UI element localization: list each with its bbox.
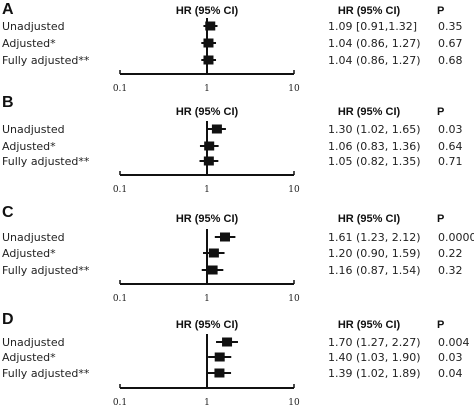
panel-d-x-tick-label: 0.1 [113,398,127,408]
panel-b-p-value: 0.64 [438,140,463,153]
panel-a-row-label: Fully adjusted** [2,54,90,67]
panel-d-row-label: Fully adjusted** [2,367,90,380]
panel-d-plot-header: HR (95% CI) [176,319,239,331]
panel-b-row-label: Adjusted* [2,140,56,153]
panel-a-p-header: P [437,5,444,17]
panel-c-hr-marker [208,248,219,258]
panel-a-plot-header: HR (95% CI) [176,5,239,17]
panel-a-x-tick-label: 0.1 [113,84,127,94]
panel-b-p-value: 0.03 [438,123,463,136]
panel-c-p-value: 0.00006 [438,231,474,244]
panel-d-hr-marker [214,352,225,362]
panel-c-row-label: Adjusted* [2,247,56,260]
panel-d-letter: D [2,311,14,328]
panel-a-ci-value: 1.09 [0.91,1.32] [328,20,417,33]
panel-b-hr-marker [203,156,214,166]
panel-c-hr-marker [207,265,218,275]
panel-b-x-tick-label: 0.1 [113,185,127,195]
panel-c-ci-header: HR (95% CI) [338,213,401,225]
panel-d-p-value: 0.03 [438,351,463,364]
panel-d-p-header: P [437,319,444,331]
panel-d-hr-marker [214,368,225,378]
panel-b-hr-marker [204,141,215,151]
panel-a-x-tick-label: 10 [288,84,300,94]
panel-d-p-value: 0.004 [438,336,470,349]
panel-d-row-label: Unadjusted [2,336,65,349]
panel-d-row-label: Adjusted* [2,351,56,364]
panel-c-p-header: P [437,213,444,225]
panel-c-ci-value: 1.61 (1.23, 2.12) [328,231,421,244]
panel-d-p-value: 0.04 [438,367,463,380]
panel-b-row-label: Fully adjusted** [2,155,90,168]
panel-d-ci-value: 1.40 (1.03, 1.90) [328,351,421,364]
panel-b-p-value: 0.71 [438,155,463,168]
panel-d-ci-value: 1.70 (1.27, 2.27) [328,336,421,349]
panel-b-plot-header: HR (95% CI) [176,106,239,118]
panel-d-x-tick-label: 10 [288,398,300,408]
panel-b-ci-value: 1.30 (1.02, 1.65) [328,123,421,136]
panel-a-ci-value: 1.04 (0.86, 1.27) [328,54,421,67]
panel-c-x-tick-label: 0.1 [113,294,127,304]
panel-d-x-tick-label: 1 [204,398,210,408]
panel-a-hr-marker [203,38,214,48]
panel-a-ci-header: HR (95% CI) [338,5,401,17]
panel-a-p-value: 0.68 [438,54,463,67]
panel-c-row-label: Fully adjusted** [2,264,90,277]
panel-b-ci-header: HR (95% CI) [338,106,401,118]
panel-a-row-label: Adjusted* [2,37,56,50]
panel-b-hr-marker [211,124,222,134]
panel-c-hr-marker [219,232,230,242]
panel-a-x-tick-label: 1 [204,84,210,94]
panel-a-hr-marker [205,21,216,31]
panel-a-hr-marker [203,55,214,65]
panel-c-row-label: Unadjusted [2,231,65,244]
panel-c-p-value: 0.22 [438,247,463,260]
panel-c-ci-value: 1.20 (0.90, 1.59) [328,247,421,260]
panel-b-p-header: P [437,106,444,118]
panel-a-p-value: 0.35 [438,20,463,33]
panel-a-ci-value: 1.04 (0.86, 1.27) [328,37,421,50]
panel-c-p-value: 0.32 [438,264,463,277]
panel-a-row-label: Unadjusted [2,20,65,33]
panel-b-ci-value: 1.06 (0.83, 1.36) [328,140,421,153]
panel-c-x-tick-label: 10 [288,294,300,304]
panel-b-letter: B [2,94,14,111]
panel-c-ci-value: 1.16 (0.87, 1.54) [328,264,421,277]
panel-c-plot-header: HR (95% CI) [176,213,239,225]
panel-d-ci-value: 1.39 (1.02, 1.89) [328,367,421,380]
panel-b-x-tick-label: 1 [204,185,210,195]
panel-b-ci-value: 1.05 (0.82, 1.35) [328,155,421,168]
panel-d-hr-marker [222,337,233,347]
panel-c-x-tick-label: 1 [204,294,210,304]
panel-b-x-tick-label: 10 [288,185,300,195]
panel-a-letter: A [2,1,14,18]
panel-c-letter: C [2,204,14,221]
panel-b-row-label: Unadjusted [2,123,65,136]
panel-d-ci-header: HR (95% CI) [338,319,401,331]
panel-a-p-value: 0.67 [438,37,463,50]
